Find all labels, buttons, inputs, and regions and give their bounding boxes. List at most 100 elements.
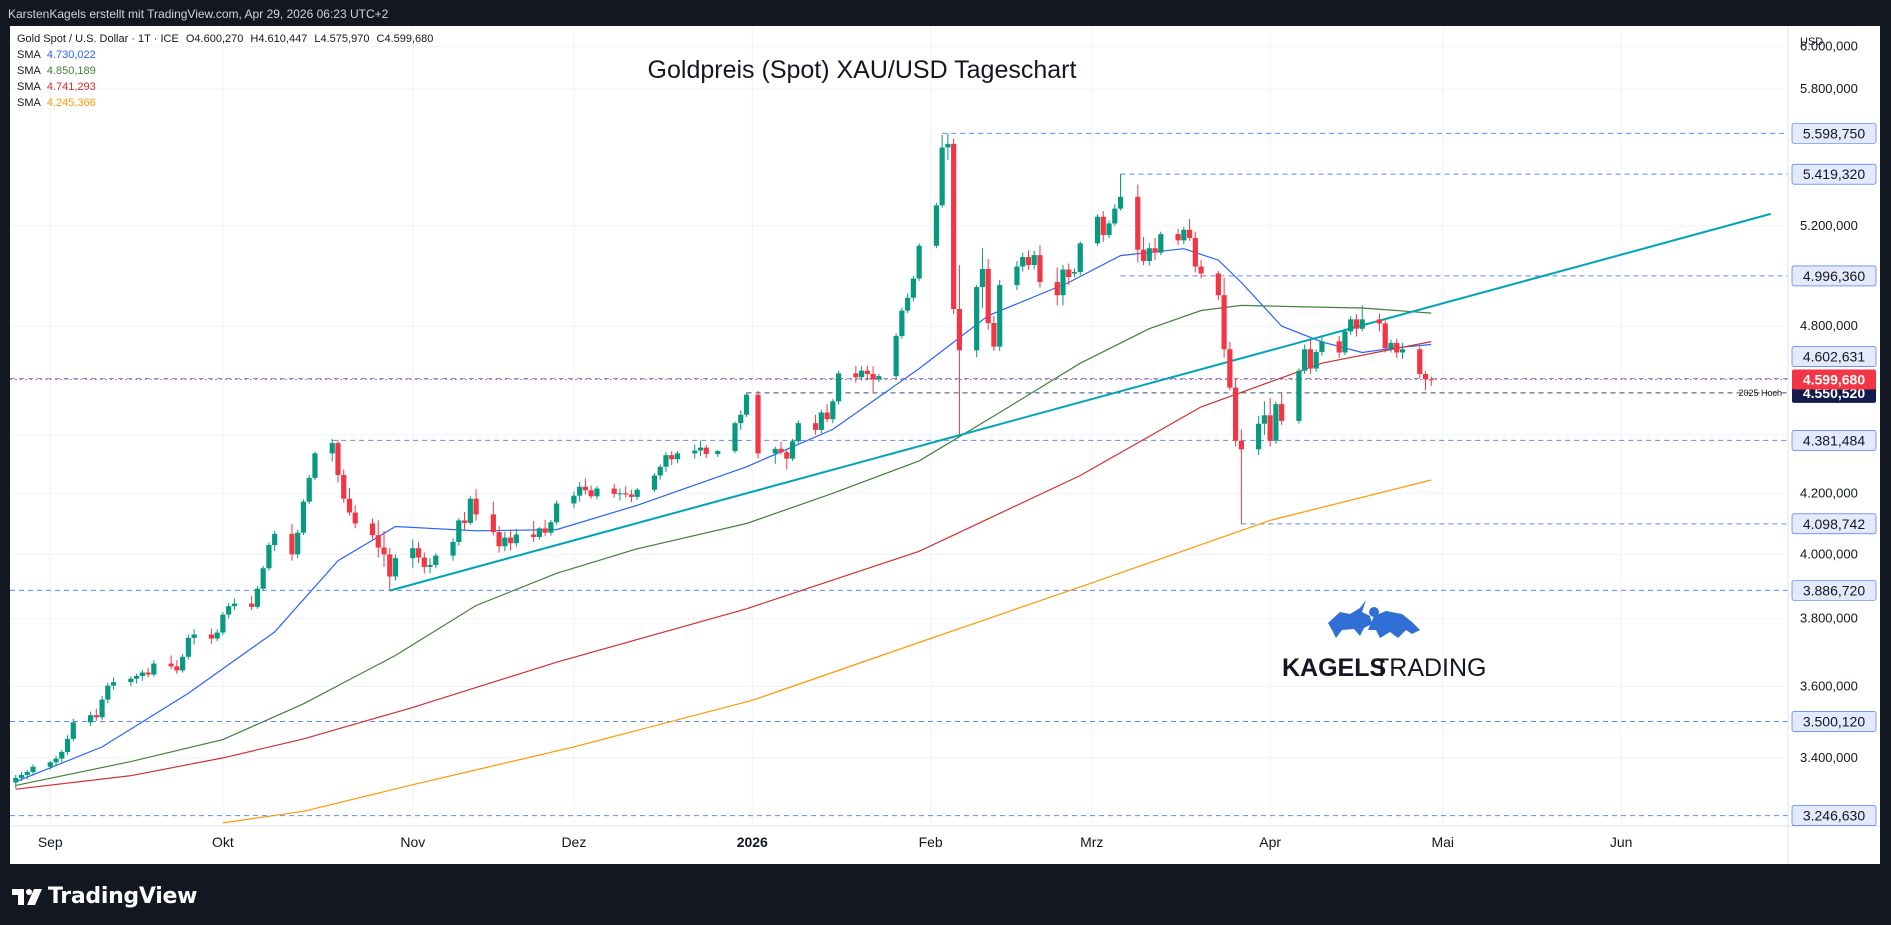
candle-body — [623, 493, 629, 495]
candle-body — [1273, 404, 1279, 441]
trendline[interactable] — [389, 212, 1772, 592]
candle-body — [300, 501, 307, 533]
candle-body — [421, 557, 427, 567]
candle-body — [858, 370, 865, 378]
candle-body — [1037, 255, 1043, 283]
candle-body — [853, 373, 859, 378]
price-label: 4.996,360 — [1803, 268, 1865, 284]
price-axis[interactable]: 3.400,000 3.600,000 3.800,000 4.000,000 4.20… — [1800, 39, 1858, 765]
y-tick-label: 3.600,000 — [1800, 678, 1858, 693]
candle-body — [697, 447, 704, 451]
legend-instrument: Gold Spot / U.S. Dollar · 1T · ICE O4.60… — [17, 33, 433, 45]
candle-body — [536, 528, 542, 537]
candle-body — [617, 493, 623, 495]
candle-body — [467, 498, 473, 523]
sma-line-1 — [15, 248, 1432, 783]
candle-body — [634, 489, 640, 497]
trendline-line[interactable] — [389, 212, 1772, 592]
candle-body — [1313, 351, 1319, 369]
legend-sma-4: SMA 4.245,366 — [17, 97, 96, 109]
candle-body — [1342, 331, 1348, 353]
candle-body — [1020, 257, 1026, 267]
candle-body — [410, 548, 416, 559]
bull-icon — [1328, 600, 1372, 638]
chart-panel[interactable]: 3.400,000 3.600,000 3.800,000 4.000,000 4.20… — [10, 26, 1880, 864]
candle-body — [531, 534, 537, 537]
candle-body — [513, 534, 519, 544]
candle-body — [1152, 248, 1158, 253]
candle-body — [830, 401, 836, 420]
candle-body — [266, 545, 272, 569]
candle-body — [1279, 404, 1285, 421]
price-label: 5.598,750 — [1803, 125, 1865, 141]
candle-body — [185, 637, 191, 657]
candle-body — [588, 490, 594, 497]
candle-body — [1215, 273, 1221, 296]
candle-body — [87, 715, 94, 723]
candle-body — [1307, 349, 1314, 369]
price-label-box — [1791, 805, 1877, 826]
legend-sma-1: SMA 4.730,022 — [17, 49, 96, 61]
candle-body — [910, 278, 916, 298]
tradingview-wordmark: TradingView — [48, 884, 198, 909]
candle-body — [18, 774, 25, 778]
candle-body — [1417, 349, 1423, 374]
candle-body — [145, 672, 151, 675]
candle-body — [824, 412, 830, 420]
time-axis[interactable]: Sep Okt Nov Dez 2026 Feb Mrz Apr Mai Jun — [38, 834, 1633, 850]
candle-body — [415, 548, 422, 558]
candle-body — [755, 394, 761, 454]
candle-body — [1060, 269, 1066, 296]
candle-body — [692, 450, 698, 454]
candle-body — [214, 632, 220, 639]
price-label: 4.381,484 — [1803, 432, 1865, 448]
candle-body — [1261, 415, 1267, 424]
candle-body — [1302, 349, 1308, 371]
candle-body — [502, 537, 508, 547]
y-tick-label: 5.200,000 — [1800, 218, 1858, 233]
candle-body — [663, 455, 669, 467]
y-tick-label: 4.200,000 — [1800, 485, 1858, 500]
candle-body — [571, 495, 577, 504]
candle-body — [979, 268, 986, 288]
candle-body — [916, 245, 922, 279]
candle-body — [703, 447, 709, 454]
candle-body — [743, 394, 750, 415]
candle-body — [1376, 319, 1383, 324]
x-tick-label: Sep — [38, 834, 63, 850]
candle-body — [1100, 216, 1106, 236]
price-label: 3.500,120 — [1803, 714, 1865, 730]
candle-body — [272, 533, 278, 546]
price-label: 3.886,720 — [1803, 582, 1865, 598]
bottom-bar: TradingView — [0, 874, 1891, 925]
price-label-box — [1791, 513, 1877, 535]
watermark-trading: TRADING — [1374, 654, 1487, 682]
chart-title: Goldpreis (Spot) XAU/USD Tageschart — [648, 56, 1077, 84]
tradingview-logo[interactable]: TradingView — [12, 884, 197, 909]
candle-body — [899, 310, 905, 337]
candle-body — [1256, 423, 1262, 450]
candle-body — [985, 268, 991, 323]
bear-icon — [1368, 607, 1420, 638]
candle-body — [905, 297, 911, 311]
candle-body — [1296, 370, 1302, 421]
candle-body — [191, 634, 197, 638]
candle-body — [387, 554, 393, 577]
price-label: 4.599,680 — [1803, 371, 1865, 387]
candle-body — [110, 682, 117, 686]
price-chart[interactable]: 3.400,000 3.600,000 3.800,000 4.000,000 4.20… — [10, 26, 1880, 864]
candle-body — [1031, 255, 1037, 266]
candle-body — [289, 533, 295, 555]
candle-body — [295, 532, 301, 555]
price-labels: 2025 Hoch 5.598,750 5.419,320 4.996,360 4.60… — [1738, 123, 1877, 826]
candle-body — [778, 448, 784, 453]
candle-body — [306, 477, 312, 502]
x-tick-label: Jun — [1610, 834, 1633, 850]
candle-body — [168, 663, 174, 667]
candle-body — [1186, 229, 1193, 238]
candle-body — [70, 722, 76, 739]
price-label-box — [1791, 430, 1877, 451]
candles — [13, 133, 1434, 789]
candle-body — [1422, 373, 1429, 380]
kagels-trading-watermark: KAGELS TRADING — [1282, 600, 1487, 682]
